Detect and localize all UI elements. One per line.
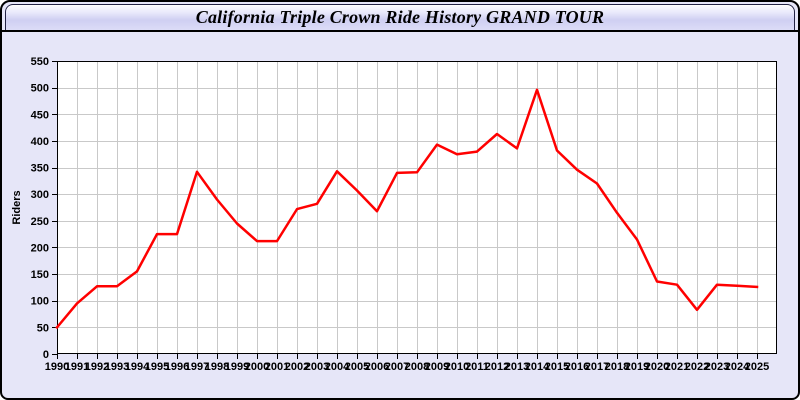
y-tick-label: 550 bbox=[31, 56, 49, 68]
x-tick-label: 2003 bbox=[305, 361, 329, 373]
x-tick-label: 2000 bbox=[245, 361, 269, 373]
x-tick-label: 2023 bbox=[705, 361, 729, 373]
y-tick-label: 250 bbox=[31, 216, 49, 228]
x-tick-label: 1998 bbox=[205, 361, 229, 373]
y-tick-label: 50 bbox=[37, 322, 49, 334]
x-tick-label: 1994 bbox=[125, 361, 150, 373]
x-tick-label: 2025 bbox=[745, 361, 769, 373]
gridlines bbox=[57, 61, 777, 354]
x-tick-label: 1995 bbox=[145, 361, 169, 373]
x-tick-label: 2021 bbox=[665, 361, 689, 373]
y-tick-label: 300 bbox=[31, 189, 49, 201]
x-tick-label: 2013 bbox=[505, 361, 529, 373]
x-tick-labels: 1990199119921993199419951996199719981999… bbox=[45, 361, 769, 373]
x-tick-label: 2004 bbox=[325, 361, 350, 373]
x-tick-label: 2015 bbox=[545, 361, 569, 373]
x-tick-label: 1992 bbox=[85, 361, 109, 373]
x-tick-label: 2016 bbox=[565, 361, 589, 373]
x-tick-label: 2014 bbox=[525, 361, 550, 373]
x-tick-label: 2005 bbox=[345, 361, 369, 373]
x-tick-label: 2022 bbox=[685, 361, 709, 373]
y-tick-label: 150 bbox=[31, 269, 49, 281]
x-tick-label: 1996 bbox=[165, 361, 189, 373]
riders-series-line bbox=[55, 88, 759, 330]
y-tick-label: 450 bbox=[31, 109, 49, 121]
x-tick-label: 2007 bbox=[385, 361, 409, 373]
x-tick-label: 2008 bbox=[405, 361, 429, 373]
x-tick-label: 2010 bbox=[445, 361, 469, 373]
y-tick-label: 400 bbox=[31, 136, 49, 148]
x-tick-label: 2024 bbox=[725, 361, 750, 373]
x-tick-label: 2001 bbox=[265, 361, 289, 373]
x-tick-label: 2009 bbox=[425, 361, 449, 373]
x-tick-label: 1991 bbox=[65, 361, 89, 373]
x-tick-label: 2011 bbox=[465, 361, 489, 373]
title-bar: California Triple Crown Ride History GRA… bbox=[5, 4, 795, 30]
x-tick-label: 1993 bbox=[105, 361, 129, 373]
x-tick-label: 2020 bbox=[645, 361, 669, 373]
y-tick-label: 0 bbox=[43, 349, 49, 361]
y-tick-label: 500 bbox=[31, 83, 49, 95]
chart-title: California Triple Crown Ride History GRA… bbox=[195, 7, 605, 27]
x-tick-label: 2002 bbox=[285, 361, 309, 373]
x-tick-label: 2017 bbox=[585, 361, 609, 373]
axis-ticks bbox=[52, 61, 758, 359]
x-tick-label: 1999 bbox=[225, 361, 249, 373]
x-tick-label: 2012 bbox=[485, 361, 509, 373]
x-tick-label: 1997 bbox=[185, 361, 209, 373]
x-tick-label: 1990 bbox=[45, 361, 69, 373]
x-tick-label: 2019 bbox=[625, 361, 649, 373]
y-tick-label: 350 bbox=[31, 163, 49, 175]
y-tick-label: 100 bbox=[31, 296, 49, 308]
y-tick-labels: 0 50 100 150 200 250 300 350 400 450 500 550 bbox=[31, 56, 49, 361]
y-tick-label: 200 bbox=[31, 242, 49, 254]
x-tick-label: 2018 bbox=[605, 361, 629, 373]
y-axis-title: Riders bbox=[11, 190, 23, 224]
title-bar-strip: California Triple Crown Ride History GRA… bbox=[2, 2, 798, 32]
plot-border bbox=[57, 61, 777, 354]
x-tick-label: 2006 bbox=[365, 361, 389, 373]
